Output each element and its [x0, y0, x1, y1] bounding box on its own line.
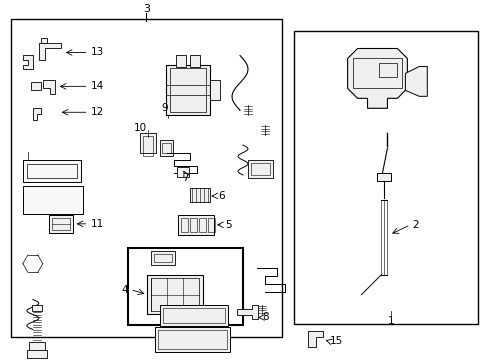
Polygon shape — [39, 42, 61, 60]
Polygon shape — [23, 55, 33, 69]
Bar — [162, 143, 171, 153]
Circle shape — [243, 95, 252, 105]
Polygon shape — [160, 140, 173, 156]
Bar — [352, 58, 402, 88]
Bar — [293, 31, 477, 324]
Text: 4: 4 — [122, 284, 128, 294]
Circle shape — [23, 276, 39, 293]
Text: 6: 6 — [218, 191, 224, 201]
Circle shape — [175, 310, 185, 320]
Bar — [158, 330, 226, 349]
Bar — [170, 68, 206, 112]
Bar — [32, 305, 41, 311]
Text: 10: 10 — [134, 123, 147, 133]
Polygon shape — [347, 49, 407, 108]
Circle shape — [256, 294, 266, 305]
Circle shape — [343, 220, 359, 236]
Circle shape — [354, 292, 364, 302]
Polygon shape — [42, 80, 55, 94]
Circle shape — [308, 339, 314, 345]
Bar — [11, 19, 281, 337]
Circle shape — [382, 123, 392, 133]
Text: 7: 7 — [182, 173, 188, 183]
Circle shape — [363, 69, 371, 77]
Circle shape — [48, 109, 54, 115]
Ellipse shape — [34, 194, 52, 206]
Circle shape — [24, 144, 32, 152]
Bar — [155, 328, 229, 352]
Circle shape — [359, 66, 375, 81]
Bar — [151, 278, 199, 311]
Polygon shape — [140, 133, 156, 153]
Text: 12: 12 — [90, 107, 103, 117]
Text: 5: 5 — [224, 220, 231, 230]
Circle shape — [27, 241, 35, 249]
Bar — [190, 188, 210, 202]
Bar — [181, 218, 188, 232]
Polygon shape — [237, 305, 258, 319]
Bar — [379, 63, 397, 77]
Bar — [49, 215, 73, 233]
Bar — [128, 248, 243, 325]
Bar — [23, 160, 81, 182]
Bar — [163, 307, 224, 323]
Bar — [151, 251, 175, 265]
Circle shape — [347, 224, 355, 232]
Text: 8: 8 — [262, 312, 268, 323]
Bar — [154, 254, 172, 262]
Text: 15: 15 — [329, 336, 342, 346]
Bar — [190, 218, 197, 232]
Polygon shape — [31, 82, 41, 90]
Bar — [29, 342, 45, 352]
Bar — [27, 164, 77, 178]
Bar — [190, 55, 200, 67]
Polygon shape — [307, 332, 322, 347]
Bar — [147, 275, 203, 315]
Bar — [247, 160, 272, 178]
Bar — [199, 218, 206, 232]
Text: 11: 11 — [90, 219, 103, 229]
Text: 9: 9 — [161, 103, 167, 113]
Circle shape — [178, 294, 188, 305]
Polygon shape — [405, 67, 427, 96]
Bar — [160, 305, 227, 327]
Circle shape — [178, 80, 188, 90]
Circle shape — [260, 115, 269, 125]
Circle shape — [27, 280, 35, 289]
Text: 1: 1 — [387, 316, 394, 327]
Bar — [250, 163, 269, 175]
Polygon shape — [33, 108, 41, 120]
Bar — [143, 136, 153, 156]
Text: 13: 13 — [90, 48, 103, 58]
Polygon shape — [210, 80, 220, 100]
Bar — [23, 186, 82, 214]
Bar — [27, 350, 47, 358]
Bar — [377, 173, 390, 181]
Bar — [178, 215, 214, 235]
Bar — [208, 218, 215, 232]
Text: 14: 14 — [90, 81, 103, 91]
Polygon shape — [41, 37, 47, 42]
Text: 3: 3 — [142, 4, 150, 14]
Circle shape — [28, 259, 38, 269]
Bar — [166, 66, 210, 115]
Bar — [177, 167, 189, 177]
Bar — [176, 55, 186, 67]
Text: 2: 2 — [411, 220, 418, 230]
Bar — [52, 218, 69, 230]
Circle shape — [44, 105, 58, 119]
